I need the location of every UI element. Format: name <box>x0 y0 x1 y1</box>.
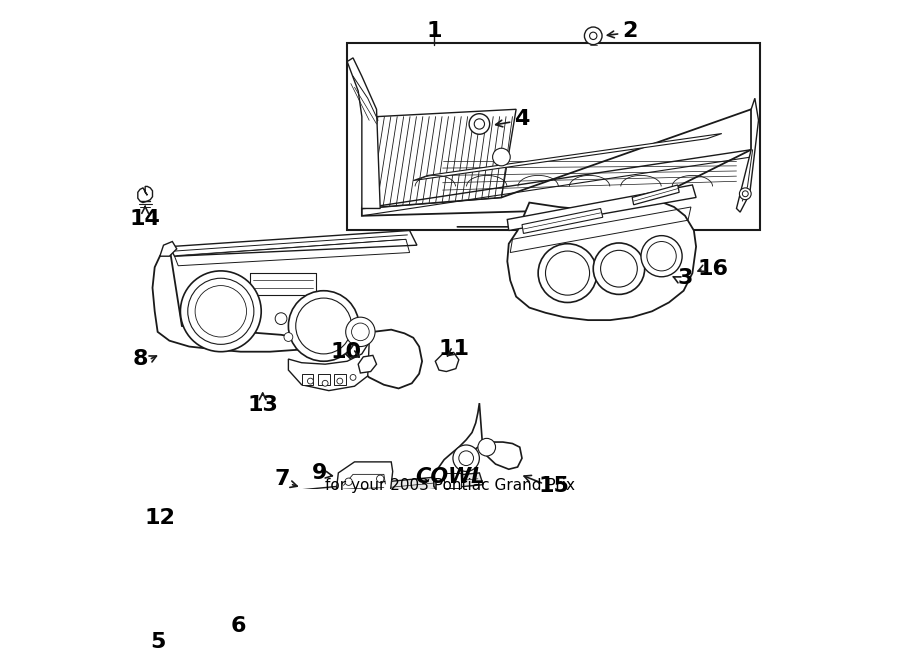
Polygon shape <box>318 374 329 385</box>
Circle shape <box>478 438 496 456</box>
Circle shape <box>180 271 261 352</box>
Circle shape <box>492 148 510 166</box>
Text: 7: 7 <box>274 469 291 489</box>
Polygon shape <box>334 374 346 385</box>
Polygon shape <box>192 508 224 532</box>
Circle shape <box>251 620 274 644</box>
Circle shape <box>346 317 375 346</box>
Text: 16: 16 <box>698 259 728 279</box>
Circle shape <box>308 378 313 384</box>
Polygon shape <box>434 403 522 493</box>
Text: 4: 4 <box>514 109 530 129</box>
Circle shape <box>275 312 287 324</box>
Text: 1: 1 <box>426 21 442 40</box>
Text: 8: 8 <box>132 349 148 369</box>
Text: 3: 3 <box>678 268 693 288</box>
Circle shape <box>740 188 752 200</box>
Text: 15: 15 <box>539 476 570 496</box>
Text: 10: 10 <box>330 342 361 362</box>
Polygon shape <box>736 98 759 212</box>
Text: 9: 9 <box>311 463 327 483</box>
Polygon shape <box>444 473 461 488</box>
Polygon shape <box>302 374 313 385</box>
Circle shape <box>469 114 490 134</box>
Circle shape <box>590 32 597 40</box>
Circle shape <box>600 250 637 287</box>
Text: 6: 6 <box>230 616 247 636</box>
Text: 14: 14 <box>130 209 160 230</box>
Circle shape <box>453 445 480 471</box>
Circle shape <box>296 298 352 354</box>
Polygon shape <box>508 201 696 320</box>
Polygon shape <box>288 342 369 391</box>
Circle shape <box>647 242 676 271</box>
Text: 12: 12 <box>144 508 176 528</box>
Circle shape <box>288 291 359 361</box>
Text: 11: 11 <box>438 340 469 359</box>
Circle shape <box>284 332 292 342</box>
Circle shape <box>352 323 369 341</box>
Text: COWL: COWL <box>415 467 485 487</box>
Circle shape <box>256 626 268 638</box>
Circle shape <box>188 278 254 344</box>
Polygon shape <box>632 185 680 205</box>
Polygon shape <box>508 185 696 230</box>
Polygon shape <box>347 58 380 209</box>
Circle shape <box>593 243 644 295</box>
Circle shape <box>742 191 748 197</box>
Circle shape <box>545 251 590 295</box>
Text: 13: 13 <box>248 395 278 415</box>
Polygon shape <box>263 473 483 505</box>
Circle shape <box>376 475 384 483</box>
Circle shape <box>195 285 247 337</box>
Polygon shape <box>362 109 752 216</box>
Circle shape <box>459 451 473 465</box>
Circle shape <box>337 378 343 384</box>
Polygon shape <box>152 247 422 389</box>
Circle shape <box>345 478 352 485</box>
Polygon shape <box>169 230 417 256</box>
Polygon shape <box>336 462 392 501</box>
Polygon shape <box>358 355 376 373</box>
Polygon shape <box>362 109 516 209</box>
Polygon shape <box>160 242 176 256</box>
Text: 2: 2 <box>622 21 638 40</box>
Circle shape <box>641 236 682 277</box>
Text: 5: 5 <box>150 632 166 652</box>
Polygon shape <box>522 209 603 234</box>
Polygon shape <box>347 43 760 230</box>
Text: for your 2003 Pontiac Grand Prix: for your 2003 Pontiac Grand Prix <box>325 478 575 493</box>
Circle shape <box>584 27 602 44</box>
Circle shape <box>474 119 484 129</box>
Polygon shape <box>413 134 722 181</box>
Polygon shape <box>436 352 459 371</box>
Circle shape <box>350 375 356 381</box>
Circle shape <box>322 381 328 386</box>
Circle shape <box>538 244 597 303</box>
Polygon shape <box>138 187 152 203</box>
